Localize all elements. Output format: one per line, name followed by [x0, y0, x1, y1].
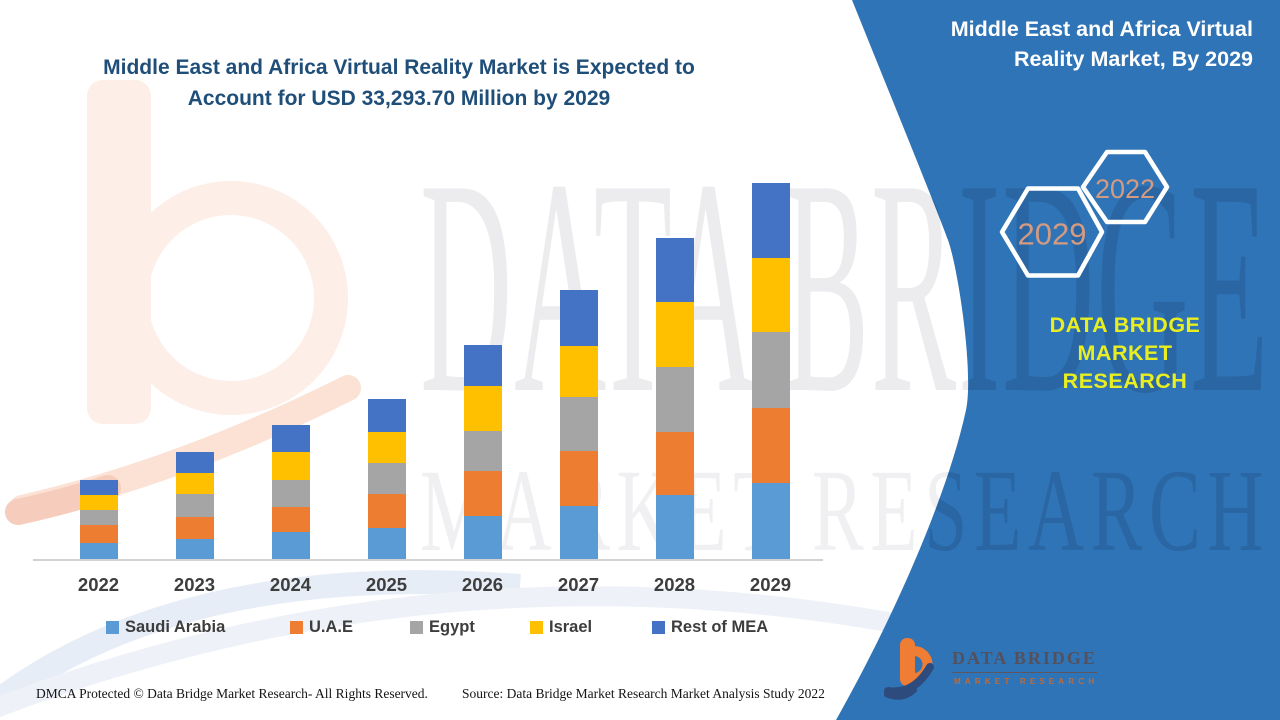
- bar-segment-egypt: [79, 510, 118, 525]
- bar-segment-israel: [79, 495, 118, 511]
- hexagon-2029: [999, 186, 1105, 278]
- bar-segment-u-a-e: [79, 524, 118, 543]
- watermark-swoosh: [0, 570, 907, 718]
- bar-2027: [559, 290, 598, 559]
- legend-label: Egypt: [429, 618, 475, 636]
- dmca-notice: DMCA Protected © Data Bridge Market Rese…: [36, 686, 428, 701]
- brand-name-line1: DATA BRIDGE MARKET: [1049, 313, 1201, 365]
- bar-segment-israel: [463, 386, 502, 432]
- bar-segment-saudi-arabia: [367, 528, 406, 559]
- x-axis-label-2024: 2024: [269, 574, 312, 595]
- legend-item-israel: Israel: [530, 618, 592, 637]
- bar-segment-u-a-e: [175, 516, 214, 539]
- hexagon-2022: [1080, 149, 1170, 225]
- bar-2028: [655, 237, 694, 559]
- bar-2024: [271, 425, 310, 559]
- hexagon-2029-label: 2029: [1018, 217, 1087, 252]
- legend-label: Israel: [549, 618, 593, 636]
- bar-segment-israel: [175, 472, 214, 495]
- bar-segment-egypt: [559, 397, 598, 452]
- x-axis-label-2022: 2022: [77, 574, 120, 595]
- legend-item-rest-of-mea: Rest of MEA: [652, 618, 768, 637]
- blue-panel-shape: [836, 0, 1280, 720]
- x-axis-line: [33, 559, 823, 561]
- bar-segment-saudi-arabia: [559, 505, 598, 559]
- bar-segment-egypt: [175, 494, 214, 517]
- bar-segment-rest-of-mea: [79, 479, 118, 496]
- bar-segment-saudi-arabia: [463, 516, 502, 559]
- bar-segment-rest-of-mea: [751, 182, 790, 259]
- bar-segment-rest-of-mea: [175, 451, 214, 473]
- bar-segment-saudi-arabia: [175, 538, 214, 559]
- legend-swatch: [410, 621, 423, 634]
- bar-segment-u-a-e: [271, 507, 310, 532]
- legend-label: U.A.E: [309, 618, 354, 636]
- watermark-b-logo: [5, 80, 361, 525]
- bar-segment-u-a-e: [463, 471, 502, 517]
- legend-swatch: [530, 621, 543, 634]
- legend-label: Saudi Arabia: [125, 618, 226, 636]
- legend-label: Rest of MEA: [671, 618, 769, 636]
- bar-segment-rest-of-mea: [463, 344, 502, 387]
- page-title-line2: Account for USD 33,293.70 Million by 202…: [187, 87, 611, 110]
- bar-2025: [367, 398, 406, 559]
- bar-segment-rest-of-mea: [559, 290, 598, 347]
- legend-swatch: [652, 621, 665, 634]
- banner-title-line1: Middle East and Africa Virtual: [950, 17, 1253, 41]
- brand-name-line2: RESEARCH: [1062, 369, 1188, 393]
- x-axis-label-2027: 2027: [557, 574, 600, 595]
- bar-2022: [79, 479, 118, 559]
- bar-segment-saudi-arabia: [655, 494, 694, 559]
- legend-item-egypt: Egypt: [410, 618, 475, 637]
- bar-segment-saudi-arabia: [79, 543, 118, 559]
- brand-name-text: DATA BRIDGE MARKET RESEARCH: [1000, 311, 1250, 395]
- bar-segment-israel: [655, 301, 694, 367]
- bar-segment-israel: [367, 432, 406, 463]
- x-axis-label-2026: 2026: [461, 574, 504, 595]
- bar-2029: [751, 182, 790, 559]
- page-title-line1: Middle East and Africa Virtual Reality M…: [103, 56, 695, 79]
- bar-segment-israel: [271, 452, 310, 480]
- bar-segment-u-a-e: [559, 451, 598, 506]
- legend-item-saudi-arabia: Saudi Arabia: [106, 618, 225, 637]
- page-title: Middle East and Africa Virtual Reality M…: [38, 52, 760, 114]
- source-note: Source: Data Bridge Market Research Mark…: [462, 686, 825, 701]
- banner-title-line2: Reality Market, By 2029: [1013, 47, 1253, 71]
- bar-segment-u-a-e: [655, 431, 694, 495]
- bar-segment-egypt: [655, 366, 694, 432]
- bar-segment-egypt: [367, 462, 406, 494]
- logo-wordmark: DATA BRIDGE: [952, 648, 1097, 673]
- x-axis-label-2028: 2028: [653, 574, 696, 595]
- bar-segment-rest-of-mea: [655, 237, 694, 302]
- data-bridge-logo: DATA BRIDGE MARKET RESEARCH: [884, 634, 1134, 706]
- data-bridge-logo-icon: [884, 638, 934, 700]
- bar-segment-egypt: [463, 431, 502, 472]
- bar-2023: [175, 451, 214, 559]
- bar-segment-israel: [559, 346, 598, 398]
- bar-segment-u-a-e: [751, 408, 790, 483]
- bar-2026: [463, 344, 502, 559]
- bar-segment-u-a-e: [367, 493, 406, 528]
- legend-swatch: [290, 621, 303, 634]
- bar-segment-rest-of-mea: [271, 425, 310, 453]
- bar-segment-saudi-arabia: [751, 483, 790, 559]
- bar-segment-saudi-arabia: [271, 532, 310, 559]
- banner-title: Middle East and Africa Virtual Reality M…: [893, 14, 1253, 74]
- bar-segment-rest-of-mea: [367, 398, 406, 433]
- hexagon-badges: 2022 2029: [999, 149, 1170, 278]
- logo-subtitle: MARKET RESEARCH: [954, 677, 1099, 686]
- bar-segment-egypt: [271, 479, 310, 507]
- x-axis-label-2023: 2023: [173, 574, 216, 595]
- bar-segment-egypt: [751, 332, 790, 408]
- bar-segment-israel: [751, 258, 790, 333]
- hexagon-2022-label: 2022: [1095, 174, 1155, 204]
- x-axis-label-2029: 2029: [749, 574, 792, 595]
- legend-item-u-a-e: U.A.E: [290, 618, 353, 637]
- legend-swatch: [106, 621, 119, 634]
- x-axis-label-2025: 2025: [365, 574, 408, 595]
